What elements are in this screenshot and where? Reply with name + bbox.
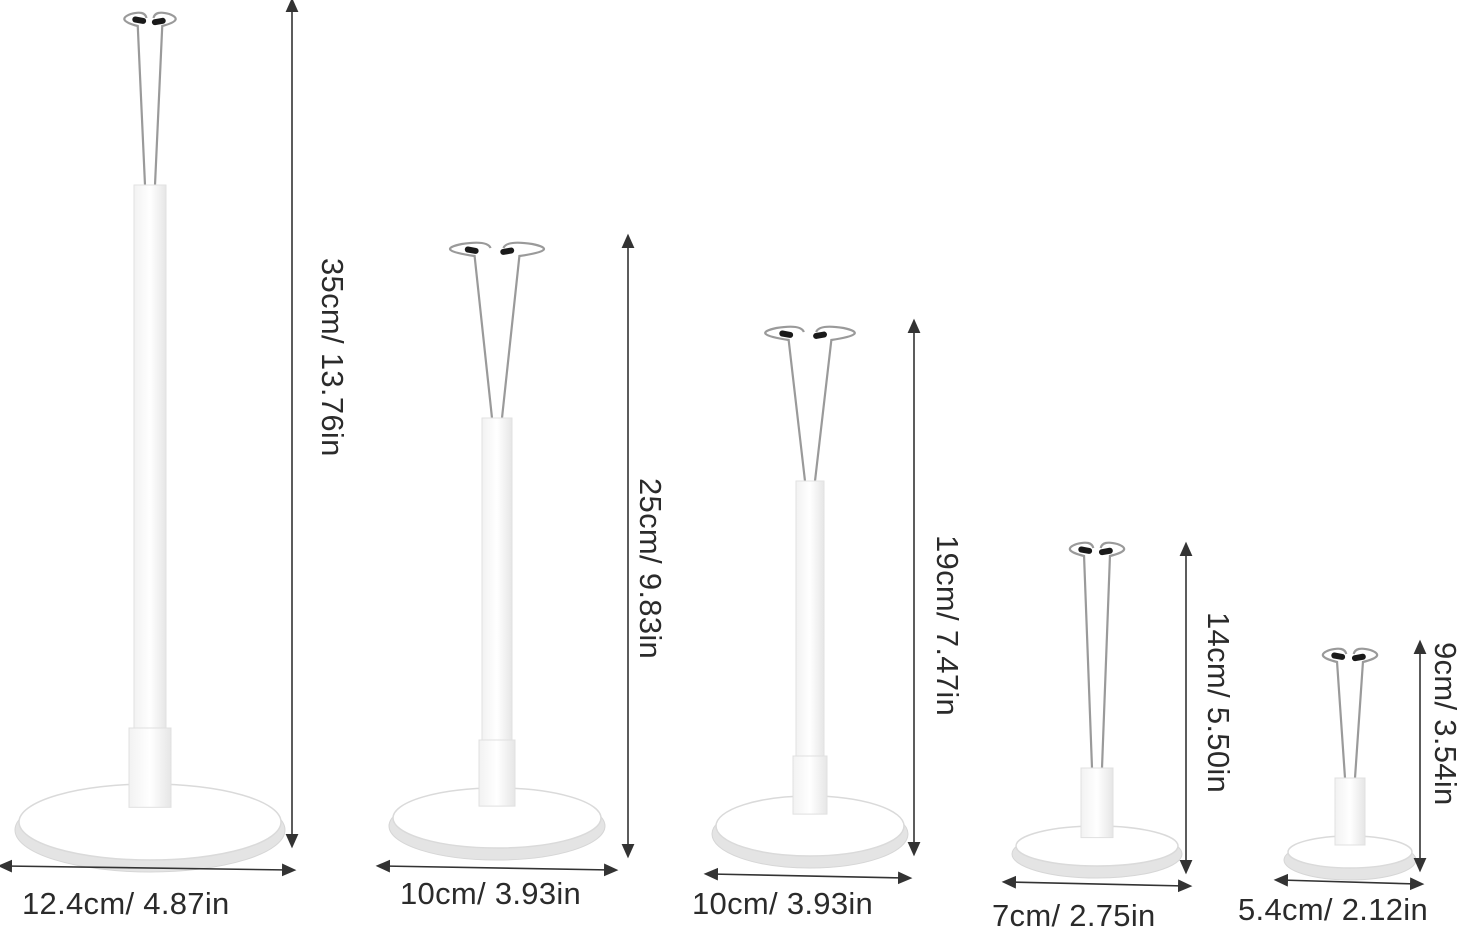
doll-stand-4 xyxy=(1001,541,1193,893)
left-wire-arm xyxy=(1321,647,1348,779)
left-clip xyxy=(132,16,147,24)
width-dimension-arrow xyxy=(1001,875,1193,893)
doll-stand-1 xyxy=(0,0,299,877)
stand-rod xyxy=(133,184,167,729)
stand-rod xyxy=(481,417,513,741)
doll-stand-5 xyxy=(1273,639,1427,891)
left-wire-arm xyxy=(449,241,494,419)
left-clip xyxy=(1331,652,1346,660)
right-wire-arm xyxy=(152,11,177,186)
width-label-stand-3: 10cm/ 3.93in xyxy=(692,886,874,921)
width-dimension-arrow xyxy=(1273,873,1425,891)
right-clip xyxy=(1098,547,1113,556)
width-label-stand-4: 7cm/ 2.75in xyxy=(992,898,1156,933)
stand-sleeve xyxy=(478,739,516,807)
right-clip xyxy=(1351,653,1366,662)
left-wire-arm xyxy=(123,11,148,186)
right-clip xyxy=(151,17,166,26)
width-label-stand-1: 12.4cm/ 4.87in xyxy=(22,886,230,921)
width-dimension-arrow xyxy=(0,859,297,877)
left-clip xyxy=(779,330,794,338)
doll-stand-3 xyxy=(703,318,921,885)
width-label-stand-5: 5.4cm/ 2.12in xyxy=(1238,892,1429,927)
width-dimension-arrow xyxy=(375,859,619,877)
stand-sleeve xyxy=(792,755,828,815)
height-label-stand-2: 25cm/ 9.83in xyxy=(633,478,668,660)
stand-rod xyxy=(795,480,825,757)
width-label-stand-2: 10cm/ 3.93in xyxy=(400,876,582,911)
right-wire-arm xyxy=(1352,647,1379,779)
left-wire-arm xyxy=(1068,541,1095,769)
width-dimension-arrow xyxy=(703,867,913,885)
stand-sleeve xyxy=(128,727,172,808)
height-label-stand-3: 19cm/ 7.47in xyxy=(930,535,965,717)
height-label-stand-4: 14cm/ 5.50in xyxy=(1201,612,1236,794)
right-wire-arm xyxy=(1099,541,1126,769)
right-clip xyxy=(813,331,828,339)
stand-sleeve xyxy=(1080,767,1114,839)
stand-sleeve xyxy=(1334,777,1366,846)
doll-stand-2 xyxy=(375,233,635,877)
left-clip xyxy=(1078,546,1093,554)
left-clip xyxy=(464,246,479,254)
left-wire-arm xyxy=(764,325,807,482)
right-clip xyxy=(500,247,515,255)
right-wire-arm xyxy=(813,325,856,482)
height-label-stand-1: 35cm/ 13.76in xyxy=(315,258,350,457)
right-wire-arm xyxy=(500,241,545,419)
height-label-stand-5: 9cm/ 3.54in xyxy=(1428,642,1463,806)
